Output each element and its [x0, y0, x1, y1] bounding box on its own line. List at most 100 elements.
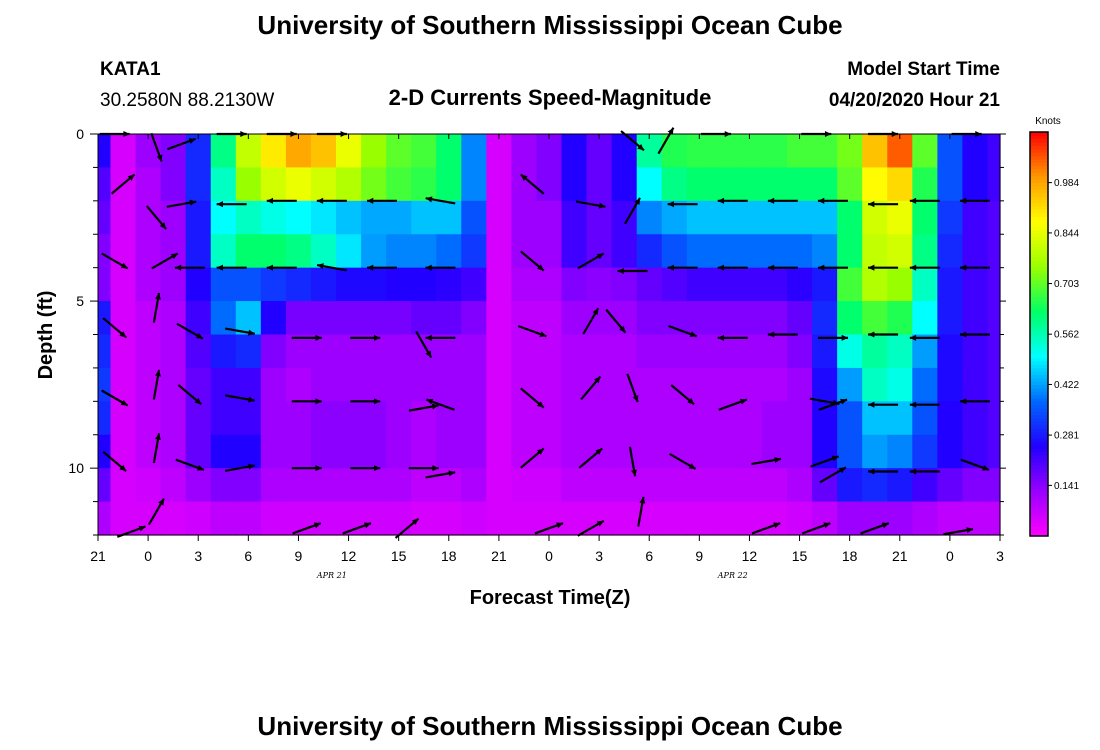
heatmap-cell — [837, 200, 863, 235]
heatmap-cell — [436, 200, 462, 235]
heatmap-cell — [386, 468, 412, 503]
current-arrow — [216, 201, 247, 208]
colorbar-swatch — [1030, 522, 1048, 527]
x-tick-label: 21 — [491, 548, 507, 564]
heatmap-cell — [812, 134, 838, 169]
current-arrow — [868, 201, 899, 208]
heatmap-cell — [285, 367, 312, 402]
heatmap-cell — [937, 167, 964, 202]
heatmap-cell — [812, 367, 838, 402]
colorbar-swatch — [1030, 239, 1048, 244]
colorbar-swatch — [1030, 219, 1048, 224]
heatmap-cell — [586, 501, 613, 536]
heatmap-cell — [661, 434, 688, 469]
heatmap-cell — [511, 367, 538, 402]
heatmap-cell — [486, 234, 513, 269]
current-arrow — [580, 375, 602, 401]
heatmap-cell — [912, 367, 938, 402]
heatmap-cell — [310, 468, 337, 503]
heatmap-cell — [511, 501, 538, 536]
heatmap-cell — [336, 468, 362, 503]
colorbar-swatch — [1030, 414, 1048, 419]
heatmap-cell — [586, 401, 613, 436]
heatmap-cell — [486, 468, 513, 503]
heatmap-cell — [561, 501, 588, 536]
heatmap-cell — [761, 234, 788, 269]
colorbar-swatch — [1030, 145, 1048, 150]
colorbar-swatch — [1030, 169, 1048, 173]
heatmap-cell — [536, 134, 563, 169]
current-arrow — [150, 132, 163, 162]
current-arrow — [868, 331, 899, 338]
heatmap-cell — [160, 501, 187, 536]
heatmap-cell — [210, 167, 237, 202]
heatmap-cell — [185, 434, 212, 469]
heatmap-cell — [837, 167, 863, 202]
heatmap-cell — [486, 167, 513, 202]
heatmap-cell — [336, 301, 362, 336]
x-tick-label: 6 — [244, 548, 252, 564]
current-arrow — [225, 463, 255, 472]
heatmap-cell — [736, 401, 763, 436]
heatmap-cell — [436, 334, 462, 369]
current-arrow — [520, 250, 545, 272]
colorbar-swatch — [1030, 478, 1048, 483]
current-arrow — [101, 252, 129, 270]
current-arrow — [818, 398, 848, 411]
heatmap-cell — [110, 267, 137, 302]
heatmap-cell — [411, 267, 437, 302]
heatmap-cell — [310, 267, 337, 302]
heatmap-cell — [185, 234, 212, 269]
heatmap-cell — [636, 167, 663, 202]
heatmap-cell — [987, 134, 1001, 169]
heatmap-cell — [260, 434, 287, 469]
colorbar-swatch — [1030, 435, 1048, 439]
colorbar: 0.141 0.281 0.422 0.562 0.703 0.844 0.984 — [1029, 131, 1079, 537]
heatmap-cell — [411, 234, 437, 269]
heatmap-cell — [987, 501, 1001, 536]
colorbar-swatch — [1030, 323, 1048, 328]
heatmap-cell — [511, 267, 538, 302]
current-arrow — [868, 468, 899, 475]
heatmap-cell — [436, 501, 462, 536]
heatmap-cell — [160, 167, 187, 202]
colorbar-swatch — [1030, 192, 1048, 197]
current-arrow — [152, 433, 161, 464]
x-date-label: APR 21 — [316, 571, 347, 580]
current-arrow — [626, 373, 639, 403]
heatmap-cell — [536, 401, 563, 436]
colorbar-tick-label: 0.562 — [1054, 330, 1079, 341]
heatmap-cell — [110, 401, 137, 436]
page-title: University of Southern Mississippi Ocean… — [257, 10, 842, 40]
heatmap-cell — [987, 267, 1001, 302]
heatmap-cell — [486, 301, 513, 336]
heatmap-cell — [536, 334, 563, 369]
colorbar-swatch — [1030, 424, 1048, 429]
heatmap-cell — [636, 234, 663, 269]
current-arrow — [152, 292, 161, 323]
heatmap-cell — [887, 434, 913, 469]
heatmap-cell — [661, 301, 688, 336]
heatmap-cell — [611, 401, 638, 436]
colorbar-swatch — [1030, 387, 1048, 392]
heatmap-cell — [185, 334, 212, 369]
heatmap-cell — [461, 468, 487, 503]
heatmap-cell — [285, 134, 312, 169]
current-arrow — [717, 197, 748, 204]
current-arrow — [909, 334, 940, 341]
x-date-label: APR 22 — [717, 571, 748, 580]
heatmap-cell — [135, 234, 162, 269]
heatmap-cell — [210, 334, 237, 369]
current-arrow — [174, 264, 205, 271]
heatmap-cell — [260, 267, 287, 302]
current-arrow — [909, 264, 940, 271]
heatmap-cell — [361, 334, 387, 369]
heatmap-cell — [310, 401, 337, 436]
colorbar-swatch — [1030, 243, 1048, 247]
colorbar-swatch — [1030, 189, 1048, 194]
x-tick-label: 6 — [645, 548, 653, 564]
heatmap-cell — [285, 200, 312, 235]
heatmap-cell — [837, 234, 863, 269]
heatmap-cell — [837, 334, 863, 369]
heatmap-cell — [912, 401, 938, 436]
